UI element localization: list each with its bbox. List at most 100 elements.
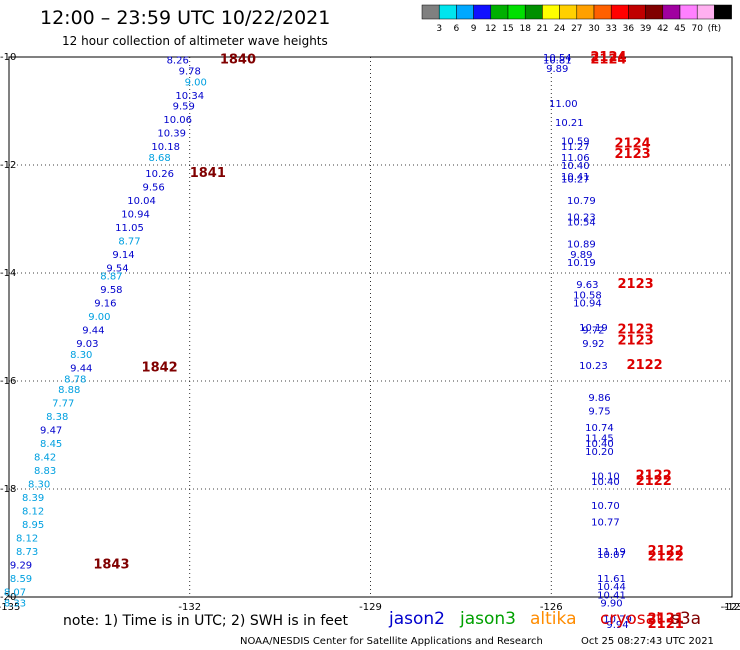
colorbar-label: 39	[640, 24, 652, 34]
swh-value: 9.63	[576, 280, 598, 291]
colorbar-swatch	[421, 4, 440, 20]
swh-value: 9.72	[582, 326, 604, 337]
colorbar-swatch	[696, 4, 715, 20]
legend-cryosat: cryosat	[600, 609, 663, 629]
colorbar-swatch	[662, 4, 681, 20]
pass-time-label: 2123	[614, 147, 650, 162]
colorbar-label: 12	[485, 24, 496, 34]
swh-value: 9.92	[582, 339, 604, 350]
swh-value: 8.88	[58, 385, 80, 396]
swh-value: 8.95	[22, 520, 44, 531]
swh-value: 9.75	[588, 407, 610, 418]
colorbar-swatch	[714, 4, 732, 20]
swh-value: 9.78	[179, 67, 201, 78]
colorbar-swatch	[645, 4, 664, 20]
x-tick-label: -123	[721, 602, 740, 613]
swh-value: 9.90	[600, 598, 622, 609]
swh-value: 11.27	[561, 142, 590, 153]
swh-value: 7.77	[52, 399, 74, 410]
pass-time-label: 2124	[590, 50, 626, 65]
colorbar-label: 21	[537, 24, 548, 34]
swh-value: 9.00	[185, 77, 207, 88]
swh-value: 11.06	[561, 153, 590, 164]
colorbar-swatch	[593, 4, 612, 20]
swh-value: 11.19	[597, 547, 626, 558]
colorbar: 3 6 9 12 15 18 21 24 27 30 33 36 39 42 45 70 (ft)	[421, 4, 732, 34]
chart-subtitle: 12 hour collection of altimeter wave hei…	[62, 34, 328, 48]
swh-value: 9.89	[546, 64, 568, 75]
pass-time-label: 2123	[618, 334, 654, 349]
footnote: note: 1) Time is in UTC; 2) SWH is in fe…	[63, 613, 349, 629]
credit-source: NOAA/NESDIS Center for Satellite Applica…	[240, 636, 543, 647]
swh-value: 10.44	[597, 582, 626, 593]
swh-value: 9.56	[142, 183, 164, 194]
swh-value: 10.41	[597, 590, 626, 601]
swh-value: 8.12	[22, 507, 44, 518]
pass-time-label: 2122	[636, 469, 672, 484]
colorbar-swatch	[473, 4, 492, 20]
y-tick-label: -14	[0, 268, 16, 279]
pass-time-label: 2123	[618, 323, 654, 338]
swh-value: 8.30	[70, 350, 92, 361]
swh-value: 10.34	[175, 91, 204, 102]
swh-value: 10.77	[591, 517, 620, 528]
colorbar-label: 33	[605, 24, 616, 34]
pass-time-label: 1841	[190, 166, 226, 181]
swh-value: 10.81	[543, 56, 572, 67]
y-tick-label: -16	[0, 376, 16, 387]
swh-value: 10.07	[597, 550, 626, 561]
colorbar-label: 24	[554, 24, 566, 34]
swh-value: 9.89	[570, 250, 592, 261]
colorbar-swatch	[628, 4, 646, 20]
swh-value: 9.86	[588, 393, 610, 404]
swh-value: 10.23	[567, 212, 596, 223]
colorbar-swatch	[507, 4, 526, 20]
swh-value: 9.54	[106, 264, 128, 275]
swh-value: 8.45	[40, 439, 62, 450]
swh-value: 10.70	[591, 501, 620, 512]
x-tick-label: -126	[540, 602, 563, 613]
swh-value: 11.05	[115, 223, 144, 234]
colorbar-swatch	[490, 4, 509, 20]
legend-altika: altika	[530, 609, 577, 629]
swh-value: 8.78	[64, 374, 86, 385]
swh-value: 10.54	[543, 53, 572, 64]
pass-time-label: 2122	[636, 474, 672, 489]
swh-value: 10.21	[555, 118, 584, 129]
colorbar-label: 27	[571, 24, 582, 34]
swh-value: 9.58	[100, 285, 122, 296]
colorbar-label: 42	[657, 24, 668, 34]
colorbar-label: (ft)	[708, 24, 722, 34]
swh-value: 10.41	[561, 172, 590, 183]
y-tick-label: -20	[0, 592, 16, 603]
swh-value: 8.26	[167, 56, 189, 67]
colorbar-label: 36	[623, 24, 635, 34]
swh-value: 8.12	[16, 534, 38, 545]
swh-value: 9.94	[606, 620, 628, 631]
pass-time-label: 2121	[648, 617, 684, 632]
colorbar-label: 6	[454, 24, 460, 34]
swh-value: 10.04	[127, 196, 156, 207]
swh-value: 10.59	[561, 137, 590, 148]
swh-value: 8.39	[22, 493, 44, 504]
swh-value: 8.87	[100, 272, 122, 283]
colorbar-swatch	[559, 4, 578, 20]
swh-value: 10.19	[579, 323, 608, 334]
swh-value: 9.44	[70, 364, 92, 375]
colorbar-label: 15	[502, 24, 513, 34]
colorbar-swatch	[438, 4, 457, 20]
colorbar-label: 9	[471, 24, 477, 34]
pass-time-label: 2124	[590, 53, 626, 68]
plot-area: -135-132-129-126-123-12-10-12-14-16-18-2…	[0, 50, 740, 632]
swh-value: 9.59	[173, 102, 195, 113]
swh-value: 10.06	[163, 115, 192, 126]
colorbar-swatch	[610, 4, 629, 20]
swh-value: 8.42	[34, 453, 56, 464]
legend-jason3: jason3	[459, 609, 516, 629]
colorbar-label: 18	[519, 24, 531, 34]
x-tick-label: -12	[724, 602, 740, 613]
legend-jason2: jason2	[388, 609, 445, 629]
legend-s3a: s3a	[671, 609, 701, 629]
swh-value: 10.74	[585, 423, 614, 434]
pass-time-label: 2123	[618, 277, 654, 292]
